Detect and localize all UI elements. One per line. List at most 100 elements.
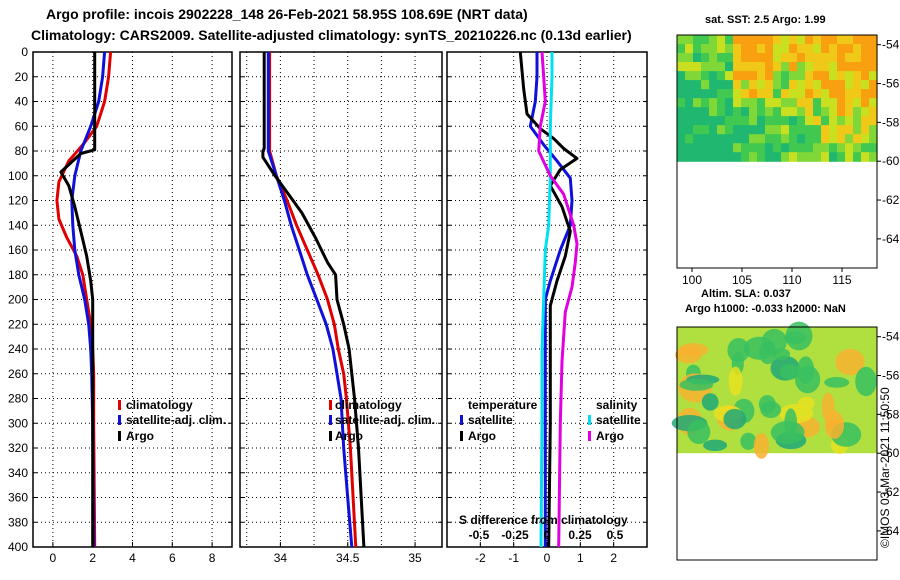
- sst-cell: [709, 80, 718, 90]
- depth-tick-label: 0: [21, 45, 28, 59]
- sst-cell: [829, 89, 838, 99]
- sst-cell: [765, 143, 774, 153]
- legend-label: climatology: [126, 398, 193, 412]
- sst-cell: [701, 107, 710, 117]
- sst-cell: [837, 152, 846, 162]
- sst-cell: [797, 134, 806, 144]
- sst-cell: [797, 107, 806, 117]
- sst-cell: [725, 80, 734, 90]
- sst-cell: [805, 71, 814, 81]
- sst-cell: [685, 71, 694, 81]
- sst-cell: [741, 35, 750, 45]
- sst-cell: [765, 152, 774, 162]
- sst-cell: [685, 35, 694, 45]
- sst-cell: [701, 44, 710, 54]
- sst-cell: [757, 62, 766, 72]
- sst-cell: [685, 116, 694, 126]
- legend-title-temperature: temperature: [468, 398, 538, 412]
- sst-cell: [853, 125, 862, 135]
- sst-cell: [861, 44, 870, 54]
- sst-cell: [757, 35, 766, 45]
- sst-cell: [845, 53, 854, 63]
- series-line-temperature-argo: [518, 51, 579, 548]
- sst-cell: [685, 62, 694, 72]
- sst-cell: [701, 35, 710, 45]
- sst-cell: [773, 89, 782, 99]
- sst-cell: [821, 98, 830, 108]
- sst-cell: [805, 89, 814, 99]
- sst-cell: [725, 53, 734, 63]
- legend-label: satellite-adj. clim.: [335, 413, 435, 427]
- sst-cell: [821, 62, 830, 72]
- sst-cell: [741, 116, 750, 126]
- sst-cell: [845, 125, 854, 135]
- x-tick-label: 34: [274, 551, 288, 565]
- sst-cell: [693, 143, 702, 153]
- sst-cell: [677, 134, 686, 144]
- sst-cell: [733, 143, 742, 153]
- sst-cell: [853, 116, 862, 126]
- legend-label: Argo: [468, 429, 496, 443]
- sst-cell: [757, 98, 766, 108]
- sst-cell: [821, 152, 830, 162]
- sst-cell: [797, 53, 806, 63]
- sst-cell: [837, 35, 846, 45]
- sst-cell: [677, 143, 686, 153]
- sst-cell: [773, 71, 782, 81]
- sst-cell: [829, 116, 838, 126]
- legend-label: climatology: [335, 398, 402, 412]
- sst-cell: [733, 134, 742, 144]
- sla-map-panel: Altim. SLA: 0.037 Argo h1000: -0.033 h200…: [671, 288, 900, 561]
- sst-cell: [781, 143, 790, 153]
- sst-cell: [757, 53, 766, 63]
- sst-cell: [701, 53, 710, 63]
- sst-cell: [861, 134, 870, 144]
- sst-cell: [717, 143, 726, 153]
- map-frame: [676, 326, 878, 561]
- sst-cell: [805, 53, 814, 63]
- sst-cell: [805, 44, 814, 54]
- sst-cell: [869, 53, 878, 63]
- sst-cell: [749, 53, 758, 63]
- sst-cell: [821, 53, 830, 63]
- s-tick-label: -0.5: [469, 528, 490, 542]
- sla-blob: [770, 421, 805, 444]
- sst-cell: [845, 134, 854, 144]
- sst-cell: [789, 53, 798, 63]
- lon-tick-label: 115: [832, 273, 851, 287]
- sst-cell: [693, 98, 702, 108]
- sst-cell: [741, 125, 750, 135]
- sst-cell: [741, 53, 750, 63]
- sst-cell: [693, 35, 702, 45]
- sst-cell: [797, 152, 806, 162]
- sst-cell: [845, 80, 854, 90]
- sst-cell: [717, 107, 726, 117]
- sst-cell: [837, 143, 846, 153]
- series-line-salinity-argo: [537, 51, 579, 548]
- sst-cell: [837, 125, 846, 135]
- series-line-temperature-satellite: [528, 52, 574, 547]
- sst-cell: [861, 80, 870, 90]
- lat-tick-label: -54: [882, 38, 900, 52]
- sst-cell: [717, 62, 726, 72]
- sst-cell: [789, 152, 798, 162]
- sst-cell: [749, 107, 758, 117]
- sst-cell: [789, 44, 798, 54]
- sst-cell: [741, 143, 750, 153]
- sst-cell: [725, 35, 734, 45]
- sst-cell: [845, 107, 854, 117]
- sst-cell: [853, 98, 862, 108]
- sst-cell: [813, 125, 822, 135]
- sst-cell: [741, 107, 750, 117]
- sst-cell: [853, 44, 862, 54]
- sst-cell: [693, 134, 702, 144]
- sst-cell: [693, 152, 702, 162]
- sst-cell: [709, 116, 718, 126]
- x-tick-label: -2: [475, 551, 486, 565]
- sst-cell: [717, 116, 726, 126]
- sst-cell: [701, 143, 710, 153]
- lat-tick-label: -64: [882, 232, 900, 246]
- sst-cell: [765, 134, 774, 144]
- sst-cell: [749, 143, 758, 153]
- sst-cell: [821, 116, 830, 126]
